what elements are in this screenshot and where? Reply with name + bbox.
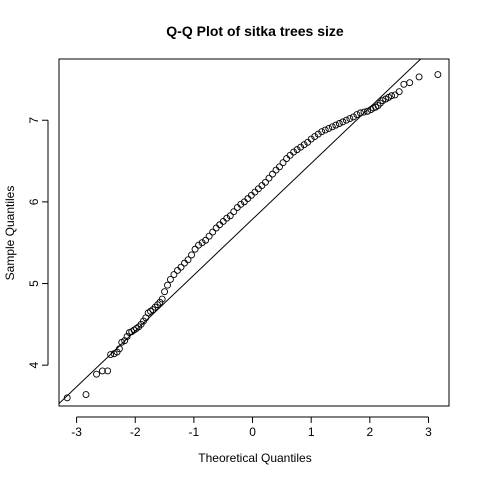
chart-title: Q-Q Plot of sitka trees size: [166, 23, 344, 39]
data-point: [188, 251, 195, 259]
data-point: [149, 306, 157, 314]
data-point: [388, 92, 395, 100]
y-tick-label: 7: [27, 117, 41, 124]
data-point: [321, 126, 329, 134]
data-point: [269, 170, 276, 178]
data-point: [364, 107, 371, 115]
data-point: [198, 239, 206, 247]
data-point: [311, 133, 319, 141]
x-tick-label: -2: [130, 425, 141, 439]
data-point: [297, 143, 305, 151]
data-point: [376, 99, 384, 107]
data-point: [328, 123, 336, 131]
data-point: [314, 130, 322, 138]
data-point: [115, 345, 123, 353]
data-point: [300, 141, 308, 149]
data-point: [209, 228, 217, 236]
data-point: [276, 163, 283, 171]
data-point: [349, 113, 357, 121]
data-point: [307, 135, 315, 143]
x-tick-label: 0: [249, 425, 256, 439]
data-point: [293, 146, 301, 154]
axes-layer: -3 -2 -1 0 1 2 3 4 5 6 7: [27, 117, 432, 439]
data-point: [154, 301, 161, 309]
data-point: [279, 159, 287, 167]
data-point: [98, 367, 106, 375]
data-point: [339, 118, 347, 126]
data-point: [360, 108, 368, 116]
data-point: [107, 351, 115, 359]
data-point: [164, 281, 171, 289]
data-point: [374, 102, 382, 109]
y-tick-label: 6: [27, 198, 41, 205]
data-point: [415, 73, 423, 81]
data-point: [158, 295, 166, 303]
points-layer: [63, 71, 442, 402]
data-point: [205, 232, 213, 240]
data-point: [325, 124, 333, 132]
y-tick-label: 4: [27, 362, 41, 369]
x-tick-label: 2: [366, 425, 373, 439]
data-point: [63, 394, 71, 402]
data-point: [353, 111, 361, 118]
data-point: [332, 121, 340, 129]
data-point: [166, 275, 174, 283]
data-point: [161, 288, 169, 296]
data-point: [261, 178, 269, 186]
data-point: [356, 109, 364, 117]
data-point: [93, 370, 100, 378]
x-tick-label: -3: [71, 425, 82, 439]
data-point: [223, 214, 231, 222]
data-point: [226, 212, 234, 220]
data-point: [195, 241, 203, 249]
reference-line-layer: [59, 59, 422, 404]
data-point: [123, 333, 131, 341]
data-point: [395, 88, 403, 96]
x-tick-label: 1: [308, 425, 315, 439]
data-point: [121, 337, 129, 345]
data-point: [184, 256, 192, 264]
data-point: [202, 236, 210, 244]
reference-line: [59, 59, 422, 404]
data-point: [151, 303, 159, 311]
data-point: [434, 71, 442, 78]
data-point: [342, 116, 350, 124]
data-point: [191, 245, 199, 253]
data-point: [335, 120, 343, 127]
data-point: [265, 174, 273, 182]
x-axis-label: Theoretical Quantiles: [198, 451, 311, 465]
data-point: [230, 208, 238, 216]
data-point: [82, 391, 90, 399]
data-point: [318, 128, 326, 136]
data-point: [346, 115, 354, 123]
data-point: [104, 367, 112, 375]
data-point: [237, 200, 245, 208]
data-point: [406, 79, 414, 87]
data-point: [135, 323, 143, 331]
x-tick-label: 3: [425, 425, 432, 439]
plot-frame: [58, 58, 450, 407]
data-point: [177, 263, 185, 271]
y-tick-label: 5: [27, 280, 41, 287]
x-tick-label: -1: [189, 425, 200, 439]
y-axis-label: Sample Quantiles: [3, 186, 17, 281]
data-point: [290, 148, 298, 156]
data-point: [170, 271, 178, 278]
